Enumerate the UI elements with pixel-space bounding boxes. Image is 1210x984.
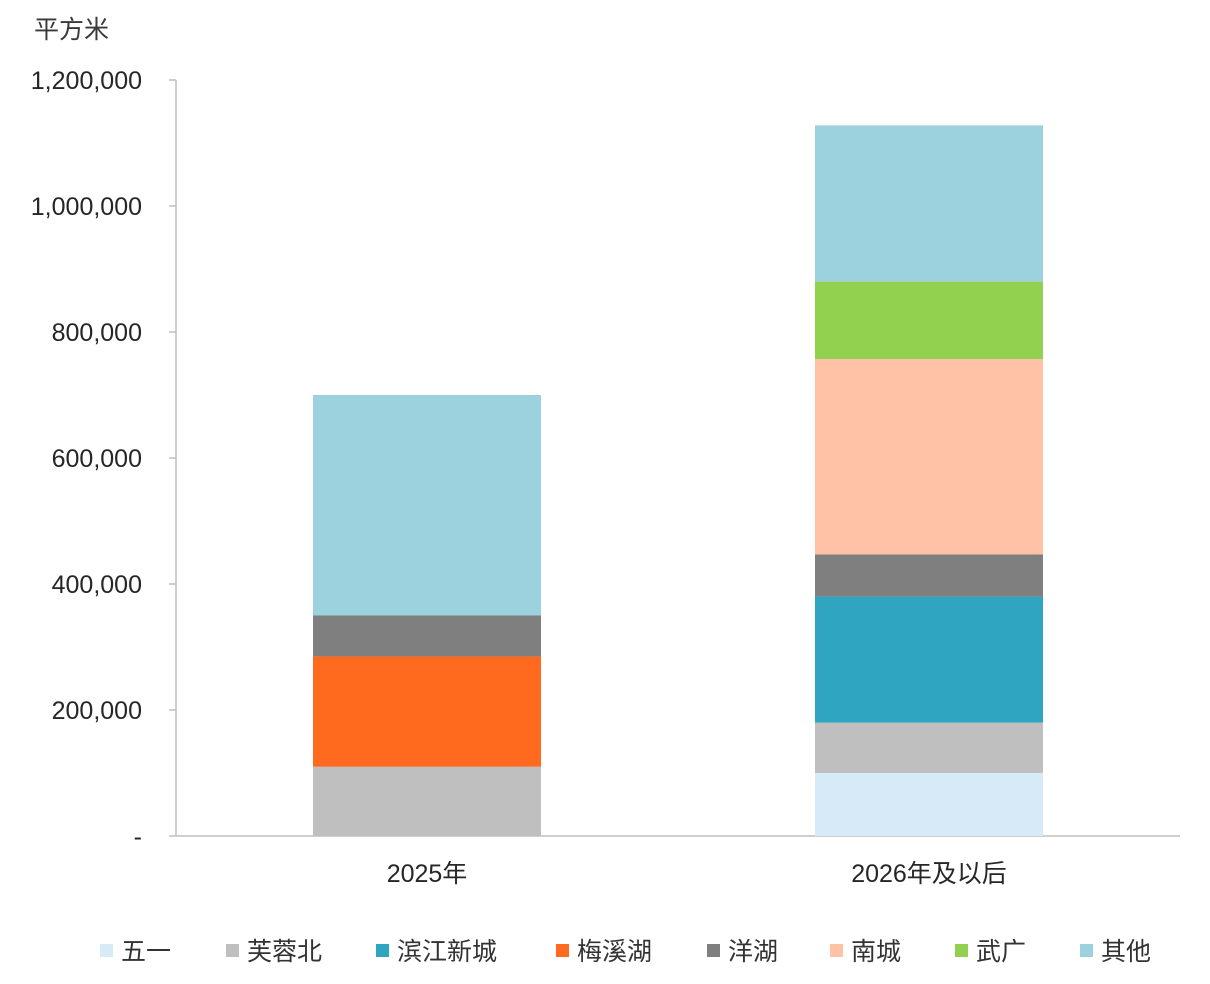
legend-swatch bbox=[955, 943, 968, 957]
legend-item: 南城 bbox=[830, 928, 901, 972]
bar-segment bbox=[815, 554, 1043, 597]
legend-label: 其他 bbox=[1101, 938, 1152, 966]
legend-item: 其他 bbox=[1080, 928, 1151, 972]
bar-segment bbox=[815, 359, 1043, 555]
y-tick-label: 1,000,000 bbox=[31, 193, 142, 221]
legend-item: 芙蓉北 bbox=[226, 928, 322, 972]
legend-swatch bbox=[830, 943, 843, 957]
legend-swatch bbox=[100, 943, 113, 957]
y-tick-label: 800,000 bbox=[52, 319, 142, 347]
legend-swatch bbox=[226, 943, 239, 957]
legend-swatch bbox=[1080, 943, 1093, 957]
legend-item: 洋湖 bbox=[707, 928, 778, 972]
y-tick-label: 400,000 bbox=[52, 571, 142, 599]
bar-segment bbox=[313, 395, 541, 616]
y-tick-label: 1,200,000 bbox=[31, 67, 142, 95]
bar-segment bbox=[815, 125, 1043, 282]
bar-segment bbox=[313, 615, 541, 657]
y-tick-label: 200,000 bbox=[52, 697, 142, 725]
bar-segment bbox=[313, 656, 541, 767]
bar-segment bbox=[815, 773, 1043, 836]
legend-label: 五一 bbox=[121, 938, 172, 966]
bar-segment bbox=[815, 596, 1043, 723]
legend-label: 梅溪湖 bbox=[577, 938, 653, 966]
bar-segment bbox=[815, 281, 1043, 360]
y-tick-label: - bbox=[134, 823, 142, 851]
legend-swatch bbox=[556, 943, 569, 957]
legend-label: 滨江新城 bbox=[397, 938, 498, 966]
bar-segment bbox=[815, 722, 1043, 773]
legend-label: 南城 bbox=[851, 938, 902, 966]
x-category-label: 2026年及以后 bbox=[851, 860, 1007, 888]
stacked-bar-chart: - 200,000 400,000 600,000 800,000 1,000,000 1,… bbox=[31, 67, 1180, 888]
legend-item: 滨江新城 bbox=[376, 928, 497, 972]
legend-label: 洋湖 bbox=[728, 938, 779, 966]
y-axis-unit-label: 平方米 bbox=[34, 16, 110, 44]
x-category-label: 2025年 bbox=[387, 860, 468, 888]
legend-label: 芙蓉北 bbox=[247, 938, 323, 966]
bar-segment bbox=[313, 766, 541, 836]
legend-swatch bbox=[376, 943, 389, 957]
legend-label: 武广 bbox=[976, 938, 1027, 966]
legend-swatch bbox=[707, 943, 720, 957]
chart-legend: 五一 芙蓉北 滨江新城 梅溪湖 洋湖 南城 武广 其他 bbox=[0, 928, 1210, 972]
legend-item: 武广 bbox=[955, 928, 1026, 972]
y-tick-label: 600,000 bbox=[52, 445, 142, 473]
legend-item: 梅溪湖 bbox=[556, 928, 652, 972]
legend-item: 五一 bbox=[100, 928, 171, 972]
